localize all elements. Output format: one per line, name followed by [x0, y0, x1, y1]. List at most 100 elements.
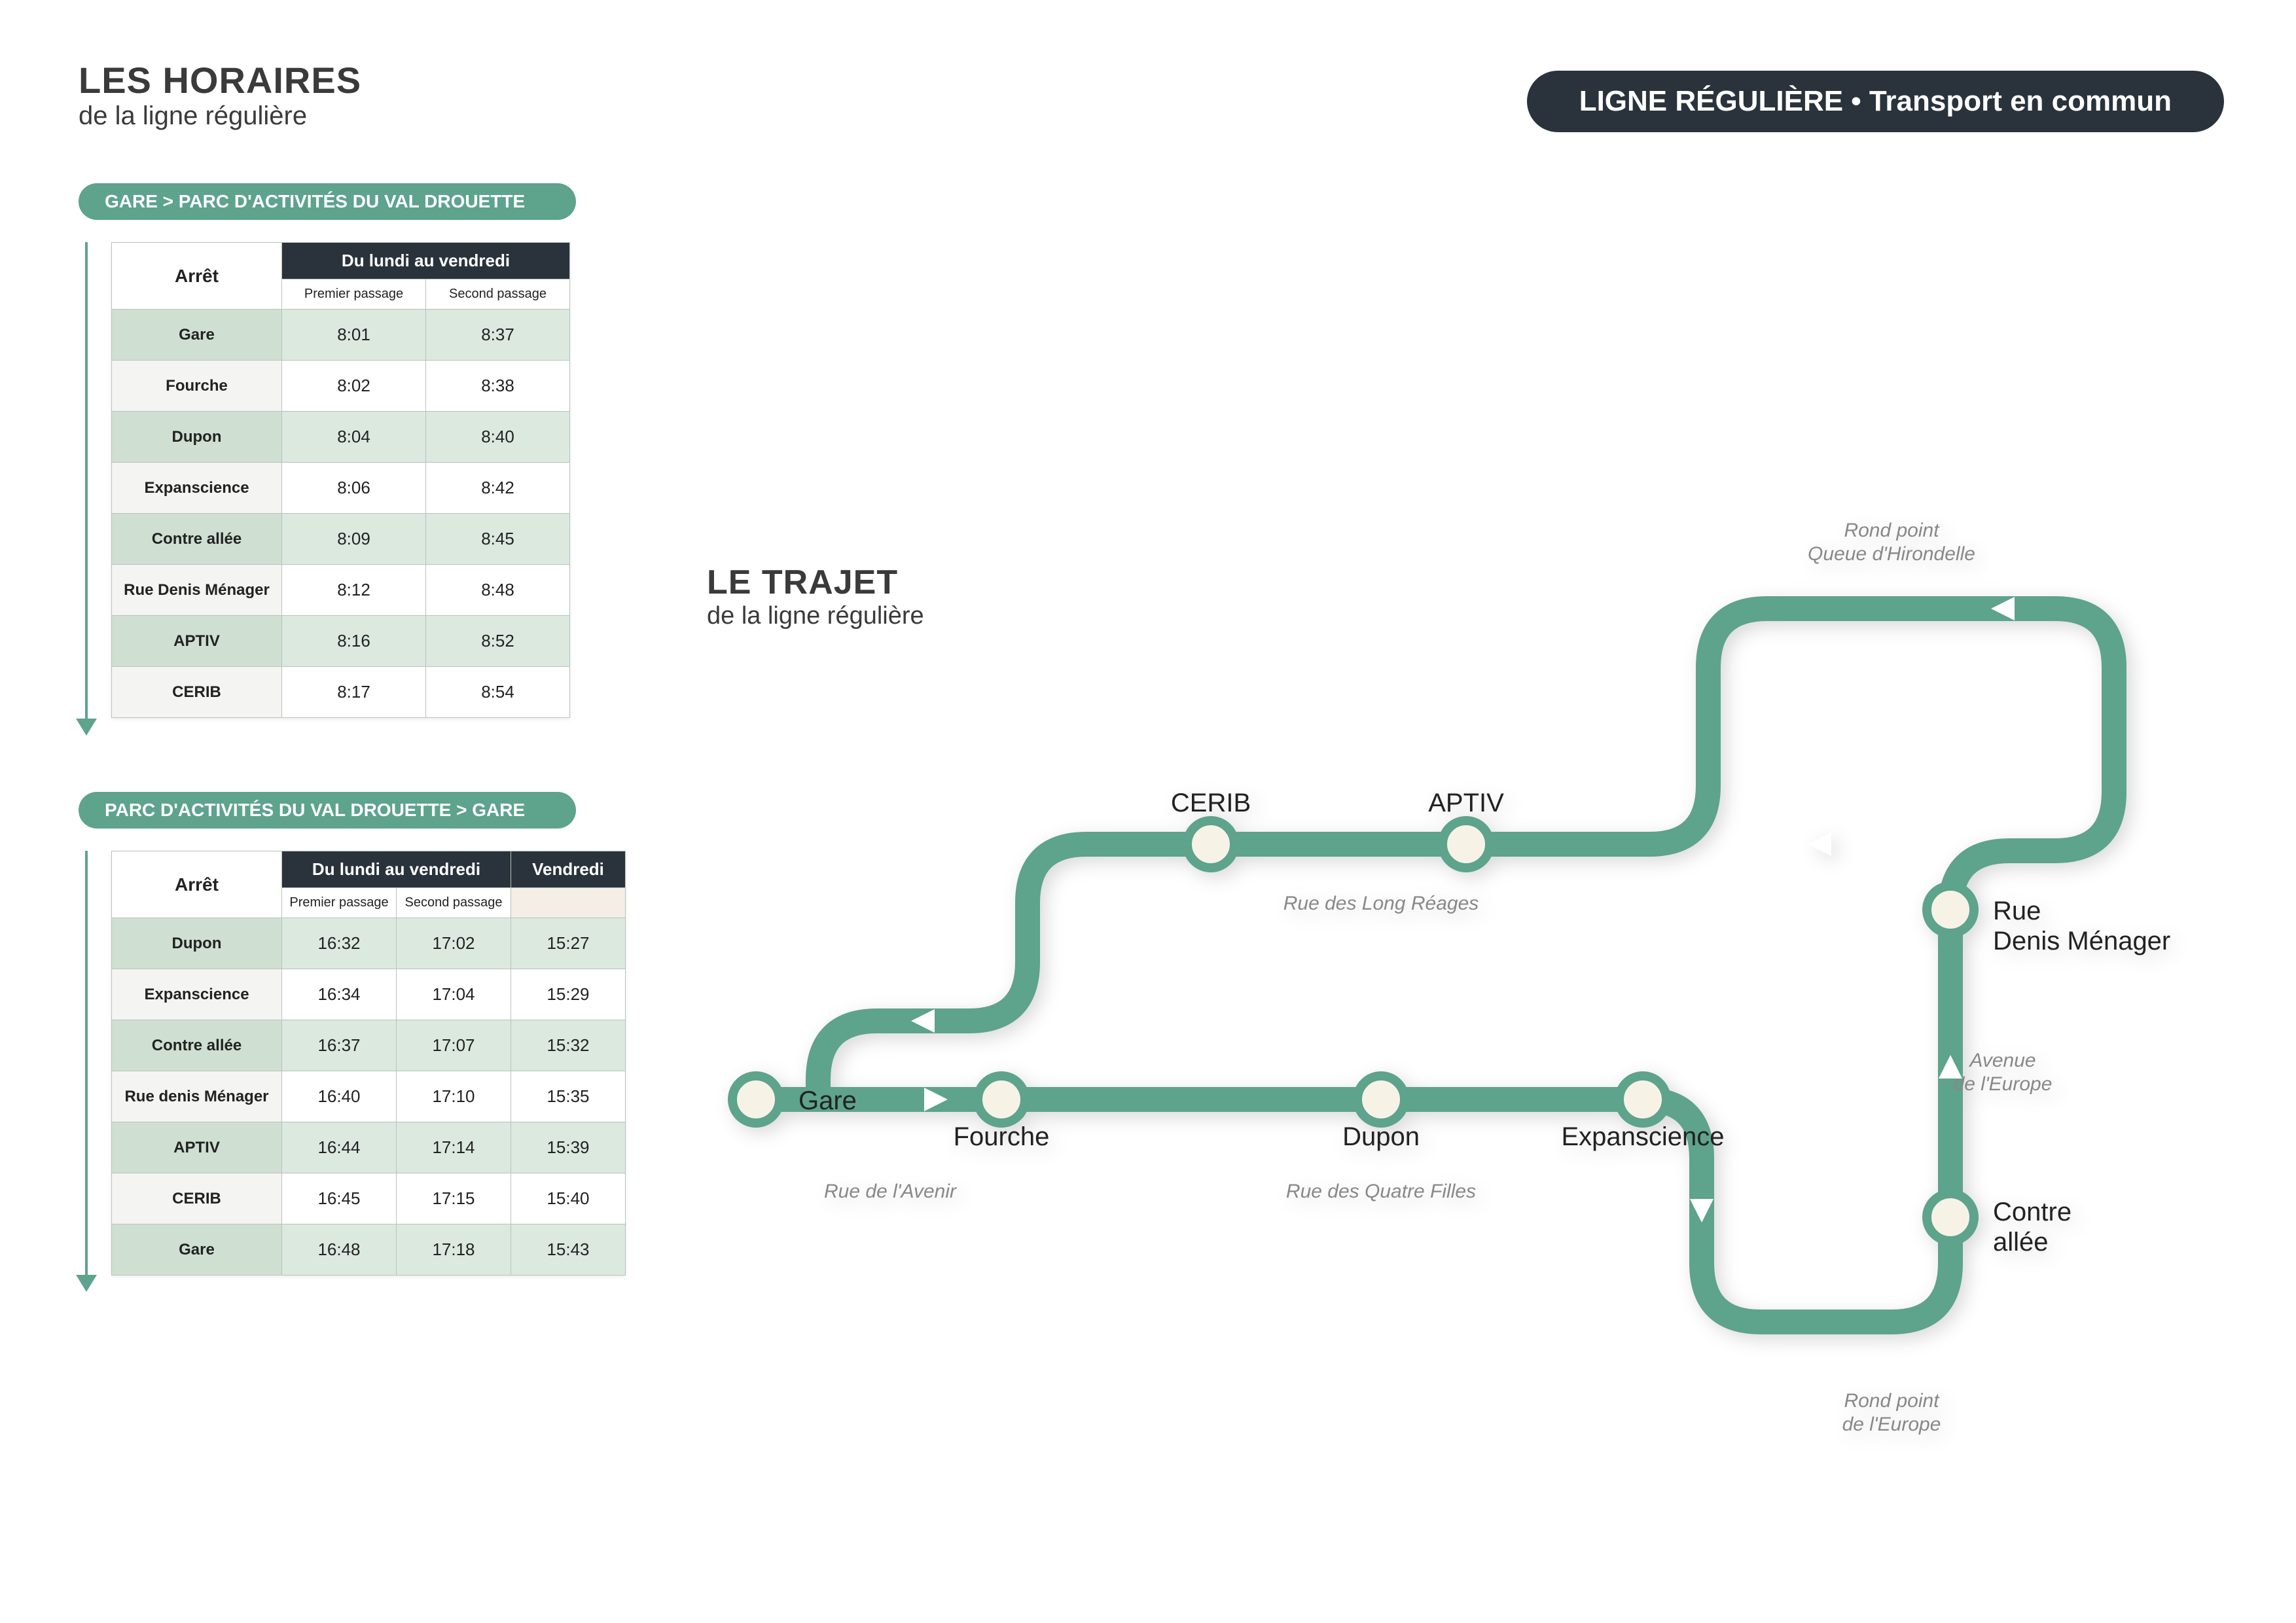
- street-label: Rond pointQueue d'Hirondelle: [1808, 520, 1975, 565]
- street-label: Rue des Long Réages: [1283, 893, 1479, 914]
- direction-arrow-icon: [1808, 832, 1831, 856]
- stop-cell: Dupon: [112, 918, 282, 969]
- time-cell: 8:16: [282, 616, 426, 667]
- time-cell: 8:52: [426, 616, 570, 667]
- street-label: Avenuede l'Europe: [1954, 1050, 2053, 1095]
- stop-cell: Gare: [112, 1224, 282, 1275]
- table-row: CERIB16:4517:1515:40: [112, 1173, 626, 1224]
- time-cell: 16:45: [282, 1173, 397, 1224]
- table-row: Gare8:018:37: [112, 310, 570, 361]
- time-cell: 8:04: [282, 412, 426, 463]
- time-cell: 15:39: [511, 1122, 626, 1173]
- table-row: Rue Denis Ménager8:128:48: [112, 565, 570, 616]
- t2-header-band2: Vendredi: [511, 851, 626, 888]
- table-row: Expanscience8:068:42: [112, 463, 570, 514]
- time-cell: 17:14: [397, 1122, 511, 1173]
- stop-marker: [1927, 886, 1974, 933]
- time-cell: 8:09: [282, 514, 426, 565]
- time-cell: 8:37: [426, 310, 570, 361]
- t1-header-band: Du lundi au vendredi: [282, 243, 570, 279]
- time-cell: 17:07: [397, 1020, 511, 1071]
- table-row: APTIV8:168:52: [112, 616, 570, 667]
- stop-label: APTIV: [1428, 789, 1504, 817]
- time-cell: 8:45: [426, 514, 570, 565]
- banner-text: LIGNE RÉGULIÈRE • Transport en commun: [1579, 85, 2172, 117]
- time-cell: 16:32: [282, 918, 397, 969]
- t2-sub2: Second passage: [397, 888, 511, 918]
- time-cell: 8:48: [426, 565, 570, 616]
- stop-marker: [1443, 821, 1490, 868]
- route-line: [756, 609, 2114, 1322]
- time-cell: 15:35: [511, 1071, 626, 1122]
- stop-label: Contreallée: [1993, 1198, 2072, 1257]
- stop-cell: Rue denis Ménager: [112, 1071, 282, 1122]
- time-cell: 15:40: [511, 1173, 626, 1224]
- t2-header-band: Du lundi au vendredi: [282, 851, 511, 888]
- table-row: Rue denis Ménager16:4017:1015:35: [112, 1071, 626, 1122]
- stop-cell: CERIB: [112, 1173, 282, 1224]
- street-label: Rue des Quatre Filles: [1286, 1181, 1476, 1202]
- time-cell: 16:40: [282, 1071, 397, 1122]
- stop-cell: APTIV: [112, 616, 282, 667]
- time-cell: 17:04: [397, 969, 511, 1020]
- time-cell: 15:32: [511, 1020, 626, 1071]
- schedule-table-2: Arrêt Du lundi au vendredi Vendredi Prem…: [111, 851, 626, 1275]
- time-cell: 8:40: [426, 412, 570, 463]
- stop-marker: [1357, 1076, 1405, 1123]
- stop-label: Gare: [798, 1086, 857, 1115]
- t2-sub1: Premier passage: [282, 888, 397, 918]
- stop-cell: Expanscience: [112, 463, 282, 514]
- banner-pill: LIGNE RÉGULIÈRE • Transport en commun: [1527, 71, 2224, 132]
- table-row: Gare16:4817:1815:43: [112, 1224, 626, 1275]
- title-sub: de la ligne régulière: [79, 101, 361, 131]
- t1-sub1: Premier passage: [282, 279, 426, 310]
- stop-cell: Fourche: [112, 361, 282, 412]
- street-label: Rue de l'Avenir: [824, 1181, 957, 1202]
- time-cell: 15:27: [511, 918, 626, 969]
- time-cell: 8:42: [426, 463, 570, 514]
- table-row: CERIB8:178:54: [112, 667, 570, 718]
- time-cell: 15:43: [511, 1224, 626, 1275]
- time-cell: 17:18: [397, 1224, 511, 1275]
- time-cell: 8:12: [282, 565, 426, 616]
- time-cell: 17:10: [397, 1071, 511, 1122]
- down-arrow-2: [85, 851, 88, 1276]
- stop-label: CERIB: [1171, 789, 1251, 817]
- time-cell: 17:02: [397, 918, 511, 969]
- stop-marker: [1187, 821, 1234, 868]
- direction-1-text: GARE > PARC D'ACTIVITÉS DU VAL DROUETTE: [105, 191, 525, 211]
- route-map: GareFourcheDuponExpanscienceContrealléeR…: [694, 491, 2232, 1538]
- stop-cell: Contre allée: [112, 514, 282, 565]
- table-row: APTIV16:4417:1415:39: [112, 1122, 626, 1173]
- stop-marker: [1927, 1194, 1974, 1241]
- stop-marker: [732, 1076, 780, 1123]
- time-cell: 15:29: [511, 969, 626, 1020]
- time-cell: 8:02: [282, 361, 426, 412]
- direction-pill-1: GARE > PARC D'ACTIVITÉS DU VAL DROUETTE: [79, 183, 576, 220]
- table-row: Contre allée16:3717:0715:32: [112, 1020, 626, 1071]
- time-cell: 8:54: [426, 667, 570, 718]
- time-cell: 8:06: [282, 463, 426, 514]
- table-row: Dupon8:048:40: [112, 412, 570, 463]
- time-cell: 8:17: [282, 667, 426, 718]
- table-row: Fourche8:028:38: [112, 361, 570, 412]
- time-cell: 17:15: [397, 1173, 511, 1224]
- stop-label: RueDenis Ménager: [1993, 897, 2170, 955]
- street-label: Rond pointde l'Europe: [1842, 1390, 1941, 1435]
- stop-marker: [1619, 1076, 1666, 1123]
- time-cell: 16:37: [282, 1020, 397, 1071]
- table-row: Dupon16:3217:0215:27: [112, 918, 626, 969]
- stop-cell: Dupon: [112, 412, 282, 463]
- table-row: Expanscience16:3417:0415:29: [112, 969, 626, 1020]
- time-cell: 16:48: [282, 1224, 397, 1275]
- direction-2-text: PARC D'ACTIVITÉS DU VAL DROUETTE > GARE: [105, 800, 525, 820]
- time-cell: 8:01: [282, 310, 426, 361]
- stop-label: Fourche: [954, 1122, 1050, 1151]
- down-arrow-1: [85, 242, 88, 720]
- table-row: Contre allée8:098:45: [112, 514, 570, 565]
- stop-cell: Gare: [112, 310, 282, 361]
- stop-label: Expanscience: [1561, 1122, 1724, 1151]
- stop-cell: Contre allée: [112, 1020, 282, 1071]
- direction-pill-2: PARC D'ACTIVITÉS DU VAL DROUETTE > GARE: [79, 792, 576, 829]
- time-cell: 8:38: [426, 361, 570, 412]
